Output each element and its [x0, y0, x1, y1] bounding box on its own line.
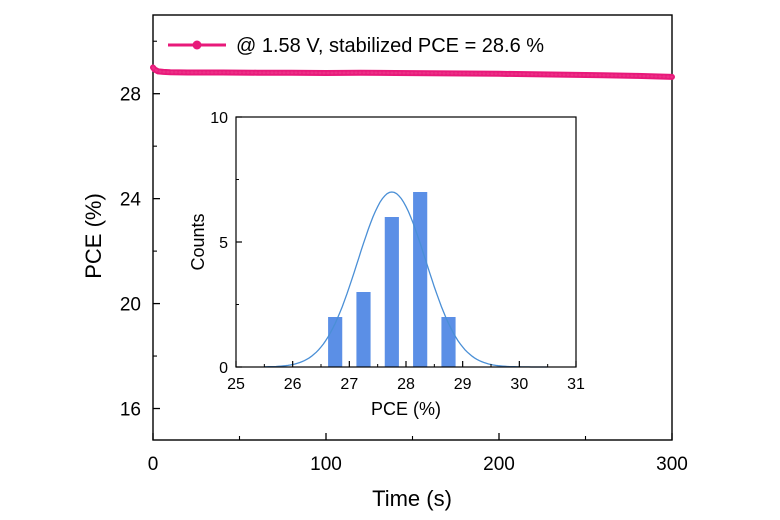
main-x-tick-label: 100: [310, 454, 342, 475]
inset-background: [236, 117, 576, 367]
inset-x-tick-label: 31: [567, 376, 585, 393]
histogram-bar: [413, 192, 428, 367]
inset-x-tick-label: 25: [227, 376, 245, 393]
inset-x-tick-label: 30: [510, 376, 528, 393]
main-y-ticks: 16 20 24 28: [120, 40, 160, 421]
main-y-axis-title: PCE (%): [81, 193, 106, 279]
inset-x-tick-label: 28: [397, 376, 415, 393]
main-y-tick-label: 20: [120, 295, 141, 316]
inset-x-tick-label: 27: [340, 376, 358, 393]
main-x-tick-label: 0: [148, 454, 159, 475]
main-x-tick-label: 200: [483, 454, 515, 475]
histogram-bar: [356, 292, 371, 367]
main-x-tick-label: 300: [656, 454, 688, 475]
main-y-tick-label: 28: [120, 85, 141, 106]
inset-y-ticks: 0 5 10: [210, 110, 242, 377]
inset-x-ticks: 25 26 27 28 29 30 31: [227, 361, 585, 393]
legend-marker: [192, 40, 202, 50]
histogram-bar: [384, 217, 399, 367]
inset-bars: [328, 192, 456, 367]
inset-x-tick-label: 29: [454, 376, 472, 393]
main-x-ticks: 0 100 200 300: [148, 433, 688, 475]
legend-label: @ 1.58 V, stabilized PCE = 28.6 %: [236, 35, 544, 57]
inset-y-axis-title: Counts: [188, 213, 208, 270]
main-y-tick-label: 24: [120, 190, 142, 211]
main-y-tick-label: 16: [120, 400, 141, 421]
inset-y-tick-label: 0: [219, 360, 228, 377]
inset-x-tick-label: 26: [284, 376, 302, 393]
inset-gaussian-fit-curve: [264, 191, 548, 368]
legend: @ 1.58 V, stabilized PCE = 28.6 %: [168, 35, 544, 57]
inset-x-axis-title: PCE (%): [371, 399, 441, 419]
main-x-axis-title: Time (s): [372, 486, 452, 511]
pce-time-series-core: [151, 66, 674, 79]
inset-y-tick-label: 5: [219, 235, 228, 252]
inset-y-tick-label: 10: [210, 110, 228, 127]
